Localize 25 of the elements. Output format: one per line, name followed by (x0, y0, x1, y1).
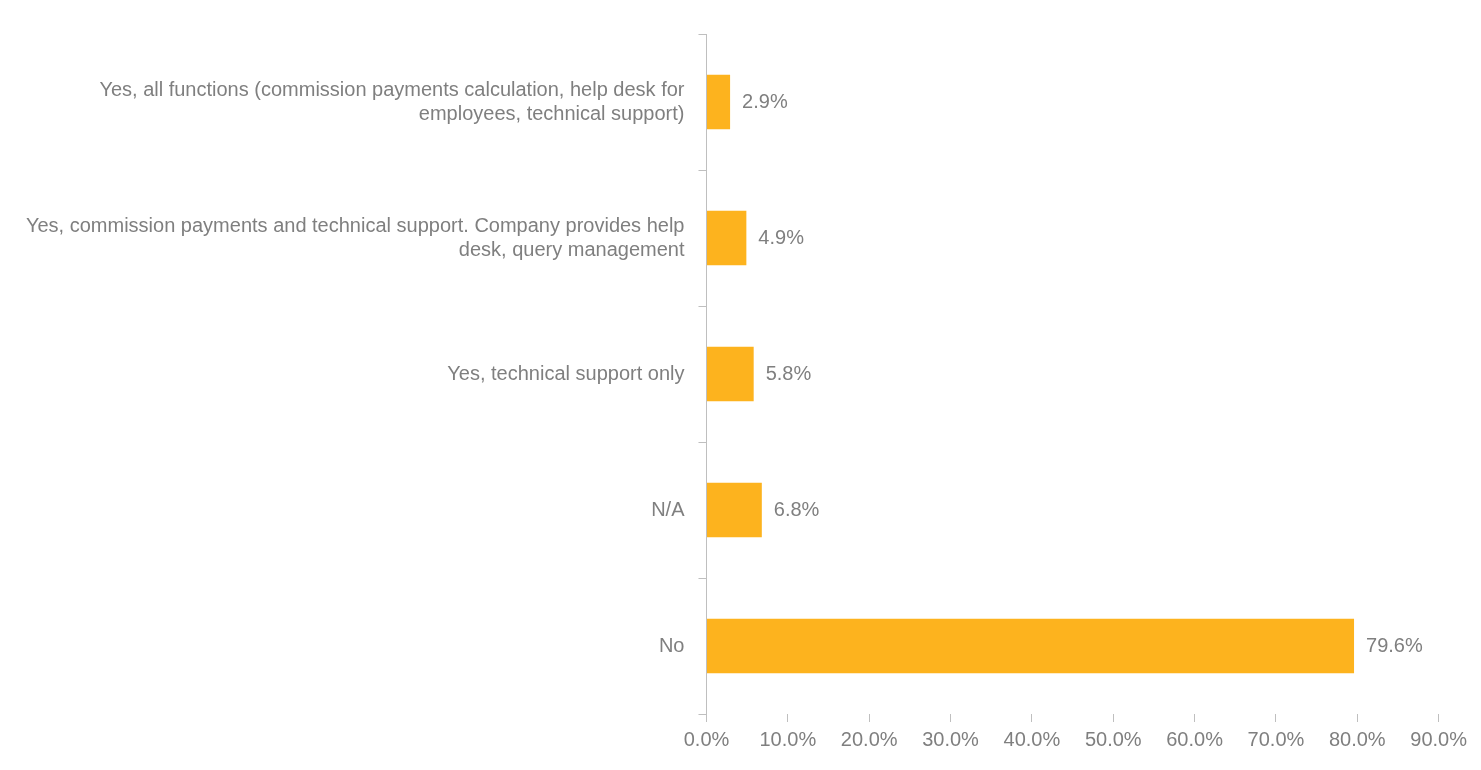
x-tick-label: 40.0% (1003, 727, 1061, 750)
data-label: 6.8% (773, 497, 820, 520)
x-tick-label: 30.0% (922, 727, 980, 750)
data-label: 5.8% (765, 361, 812, 384)
data-label: 79.6% (1366, 633, 1423, 656)
y-tick-label: Yes, technical support only (447, 361, 685, 384)
x-tick-label: 90.0% (1410, 727, 1468, 750)
x-tick-label: 10.0% (759, 727, 817, 750)
bar (707, 346, 754, 402)
x-tick-label: 70.0% (1247, 727, 1305, 750)
bar (707, 482, 762, 538)
data-label: 2.9% (742, 89, 788, 112)
y-tick-label: No (658, 633, 685, 656)
x-tick-label: 0.0% (683, 727, 730, 750)
data-label: 4.9% (758, 225, 805, 248)
bar (707, 618, 1355, 674)
x-tick-label: 20.0% (840, 727, 898, 750)
x-tick-label: 80.0% (1328, 727, 1386, 750)
y-tick-label: Yes, all functions (commission payments calculation, help desk for employees, technical support) (99, 77, 685, 124)
y-tick-label: Yes, commission payments and technical support. Company provides help desk, query management (26, 213, 685, 260)
bar (707, 210, 747, 266)
x-tick-label: 50.0% (1084, 727, 1142, 750)
bar (707, 74, 731, 130)
y-tick-label: N/A (651, 497, 686, 520)
x-tick-label: 60.0% (1166, 727, 1224, 750)
